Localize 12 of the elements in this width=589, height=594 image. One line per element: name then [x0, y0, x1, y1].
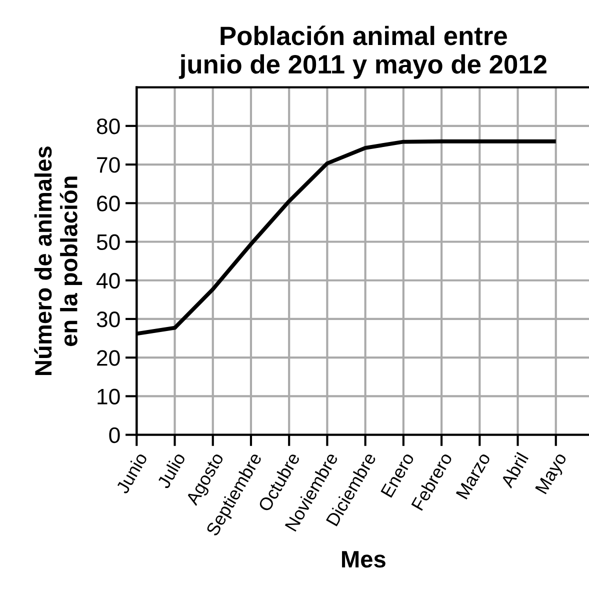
y-tick-label: 40 [96, 272, 120, 289]
y-tick-label: 10 [98, 388, 120, 404]
y-tick-label: 30 [96, 312, 120, 328]
y-tick-label: 60 [97, 196, 120, 212]
chart-title: Población animal entre junio de 2011 y mayo de 2012 [178, 26, 546, 79]
y-tick-label: 80 [96, 118, 120, 134]
y-tick-label: 20 [97, 350, 120, 366]
y-tick-label: 0 [109, 427, 120, 444]
y-tick-label: 70 [97, 157, 120, 173]
y-axis-title: Número de animales en la población [34, 146, 82, 375]
y-tick-label: 50 [96, 234, 120, 250]
x-axis-title: Mes [342, 551, 386, 568]
